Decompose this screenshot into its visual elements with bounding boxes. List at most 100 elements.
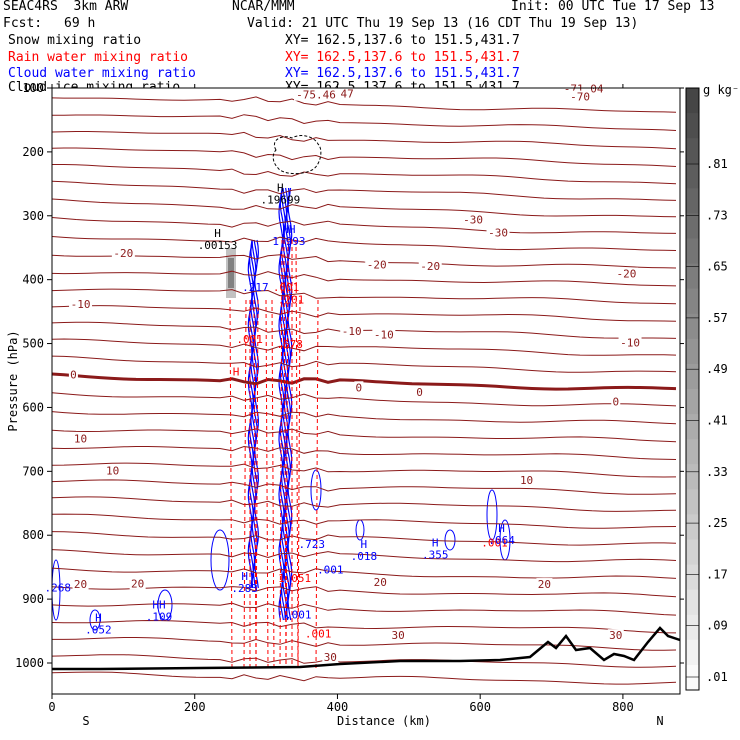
isotherm-label-bg bbox=[72, 578, 89, 591]
max-value-label: .00153 bbox=[198, 239, 238, 252]
isotherm-line bbox=[51, 254, 677, 269]
isotherm-line bbox=[51, 671, 677, 685]
max-value-label: 1.051 bbox=[278, 572, 311, 585]
colorbar-unit: g kg⁻¹ bbox=[703, 83, 740, 97]
colorbar-frame bbox=[685, 87, 700, 691]
isotherm-label-bg bbox=[486, 226, 510, 239]
isotherm-label-bg bbox=[69, 298, 93, 311]
colorbar-band bbox=[686, 213, 699, 239]
isotherm-line bbox=[51, 114, 677, 131]
isotherm-line bbox=[51, 392, 677, 407]
cloud-water-contour bbox=[310, 469, 322, 511]
x-tick-label: 0 bbox=[48, 700, 55, 714]
rain-water-contour bbox=[297, 299, 301, 669]
isotherm-line bbox=[51, 411, 677, 425]
isotherm-label: -20 bbox=[420, 260, 440, 273]
colorbar-label: .57 bbox=[706, 311, 728, 325]
max-value-label: .001 bbox=[236, 333, 263, 346]
isotherm-line bbox=[51, 131, 677, 150]
init-time: Init: 00 UTC Tue 17 Sep 13 bbox=[511, 0, 715, 14]
max-value-label: .001 bbox=[273, 281, 300, 294]
isotherm-label-bg bbox=[354, 381, 364, 394]
colorbar-label: .09 bbox=[706, 619, 728, 633]
colorbar-band bbox=[686, 389, 699, 415]
isotherm-label: -10 bbox=[71, 298, 91, 311]
colorbar-band bbox=[686, 439, 699, 465]
field-title-cloud-water: Cloud water mixing ratio bbox=[8, 66, 196, 81]
x-end-label-south: S bbox=[82, 714, 89, 728]
field-xy-rain: XY= 162.5,137.6 to 151.5,431.7 bbox=[285, 50, 520, 65]
isotherm-line bbox=[51, 428, 677, 443]
isotherm-line bbox=[51, 198, 677, 218]
colorbar-band bbox=[686, 238, 699, 265]
colorbar-band bbox=[686, 313, 699, 340]
colorbar-band bbox=[686, 564, 699, 591]
colorbar-band bbox=[686, 338, 699, 365]
max-value-label: .217 bbox=[242, 281, 269, 294]
isotherm-line bbox=[51, 288, 677, 305]
max-value-label: .001 bbox=[305, 627, 332, 640]
y-tick-label: 1000 bbox=[15, 656, 44, 670]
max-value-label: H bbox=[241, 570, 248, 583]
colorbar-band bbox=[686, 188, 699, 214]
isotherm-label-bg bbox=[607, 629, 624, 642]
isotherm-label-bg bbox=[294, 88, 339, 101]
max-value-label: H bbox=[498, 522, 505, 535]
max-value-label: .001 bbox=[317, 564, 344, 577]
isotherm-label-bg bbox=[372, 576, 389, 589]
isotherm-label-bg bbox=[614, 267, 638, 280]
rain-water-contour bbox=[255, 299, 259, 669]
isotherm-line bbox=[51, 479, 677, 495]
colorbar-label: .49 bbox=[706, 362, 728, 376]
max-value-label: H bbox=[361, 538, 368, 551]
x-tick-label: 200 bbox=[184, 700, 206, 714]
isotherm-label: 30 bbox=[391, 629, 404, 642]
cloud-water-column-main bbox=[278, 187, 293, 621]
isotherm-label-bg bbox=[365, 258, 389, 271]
max-value-label: H bbox=[277, 182, 284, 195]
center-name: NCAR/MMM bbox=[232, 0, 295, 14]
colorbar-label: .65 bbox=[706, 260, 728, 274]
y-tick-label: 300 bbox=[22, 209, 44, 223]
rain-water-contour bbox=[283, 239, 287, 669]
isotherm-label: 10 bbox=[74, 432, 87, 445]
isotherm-line bbox=[51, 567, 677, 579]
x-axis-title: Distance (km) bbox=[337, 714, 431, 728]
isotherm-line bbox=[51, 549, 677, 563]
isotherm-label: -75.46 bbox=[296, 89, 336, 102]
isotherm-label: 30 bbox=[609, 629, 622, 642]
isotherm-label: 0 bbox=[416, 386, 423, 399]
y-tick-label: 400 bbox=[22, 273, 44, 287]
max-value-label: .355 bbox=[422, 549, 449, 562]
isotherm-label-bg bbox=[415, 385, 425, 398]
max-value-label: .018 bbox=[351, 550, 378, 563]
isotherm-line bbox=[51, 270, 677, 287]
isotherm-line bbox=[51, 355, 677, 373]
isotherm-label: 20 bbox=[131, 577, 144, 590]
isotherm-label-bg bbox=[104, 464, 121, 477]
cloud-water-contour bbox=[157, 589, 173, 621]
isotherm-line bbox=[51, 338, 677, 356]
isotherm-label: 0 bbox=[612, 395, 619, 408]
field-title-rain: Rain water mixing ratio bbox=[8, 50, 189, 65]
isotherm-label-bg bbox=[340, 325, 364, 338]
colorbar-label: .17 bbox=[706, 567, 728, 581]
isotherm-label-bg bbox=[611, 395, 621, 408]
isotherm-label: -20 bbox=[617, 268, 637, 281]
colorbar-band bbox=[686, 88, 699, 114]
isotherm-label: -10 bbox=[374, 328, 394, 341]
max-value-label: .283 bbox=[231, 582, 258, 595]
max-value-label: 1.993 bbox=[272, 235, 305, 248]
isotherm-line bbox=[51, 180, 677, 201]
colorbar-label: .33 bbox=[706, 465, 728, 479]
colorbar-band bbox=[686, 464, 699, 490]
cloud-water-contour bbox=[89, 609, 101, 631]
colorbar-label: .41 bbox=[706, 414, 728, 428]
y-tick-label: 900 bbox=[22, 592, 44, 606]
isotherm-label: 20 bbox=[538, 578, 551, 591]
rain-water-contour bbox=[295, 239, 299, 669]
isotherm-line bbox=[51, 602, 677, 616]
isotherm-label-bg bbox=[68, 368, 78, 381]
rain-water-contour bbox=[285, 239, 289, 669]
colorbar-label: .81 bbox=[706, 157, 728, 171]
